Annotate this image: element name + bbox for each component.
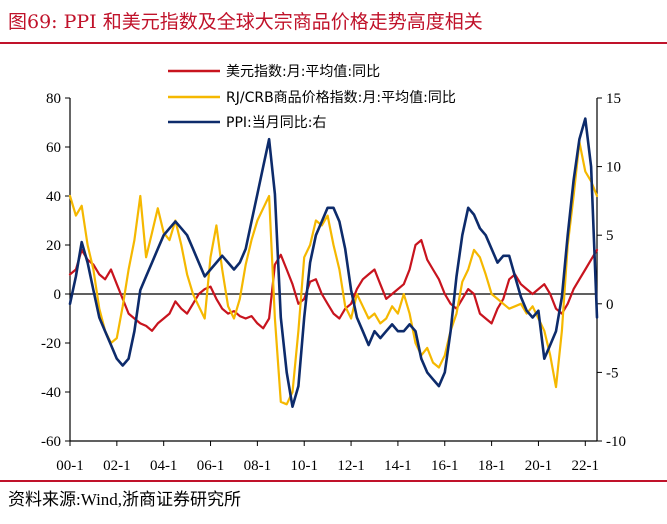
x-tick-label: 02-1 bbox=[103, 458, 131, 474]
x-tick-label: 10-1 bbox=[290, 458, 318, 474]
ppi-yoy-line bbox=[68, 117, 599, 409]
x-tick-label: 20-1 bbox=[525, 458, 553, 474]
x-tick-label: 12-1 bbox=[337, 458, 365, 474]
x-tick-label: 22-1 bbox=[572, 458, 600, 474]
figure-title: 图69: PPI 和美元指数及全球大宗商品价格走势高度相关 bbox=[8, 11, 483, 33]
y-left-tick-label: -60 bbox=[41, 434, 61, 450]
x-tick-label: 00-1 bbox=[56, 458, 84, 474]
x-tick-label: 08-1 bbox=[244, 458, 272, 474]
y-left-tick-label: -20 bbox=[41, 336, 61, 352]
legend-crb-index-label: RJ/CRB商品价格指数:月:平均值:同比 bbox=[226, 90, 456, 106]
y-right-tick-label: 15 bbox=[606, 91, 621, 107]
x-tick-label: 18-1 bbox=[478, 458, 506, 474]
legend-usd-index-label: 美元指数:月:平均值:同比 bbox=[226, 64, 380, 80]
y-right-tick-label: 0 bbox=[606, 297, 614, 313]
y-right-tick-label: -10 bbox=[606, 434, 626, 450]
x-tick-label: 16-1 bbox=[431, 458, 459, 474]
x-tick-label: 06-1 bbox=[197, 458, 225, 474]
y-right-tick-label: 10 bbox=[606, 160, 621, 176]
y-left-tick-label: -40 bbox=[41, 385, 61, 401]
y-right-tick-label: 5 bbox=[606, 228, 614, 244]
source-rule bbox=[0, 480, 667, 482]
legend-ppi-label: PPI:当月同比:右 bbox=[226, 115, 326, 131]
y-left-tick-label: 60 bbox=[46, 140, 61, 156]
y-right-tick-label: -5 bbox=[606, 365, 619, 381]
usd-index-yoy-line bbox=[68, 239, 599, 332]
y-left-tick-label: 0 bbox=[54, 287, 62, 303]
crb-index-yoy-line bbox=[68, 141, 599, 406]
x-tick-label: 04-1 bbox=[150, 458, 178, 474]
source-note: 资料来源:Wind,浙商证券研究所 bbox=[8, 490, 242, 509]
y-left-tick-label: 40 bbox=[46, 189, 61, 205]
x-tick-label: 14-1 bbox=[384, 458, 412, 474]
y-left-tick-label: 80 bbox=[46, 91, 61, 107]
y-left-tick-label: 20 bbox=[46, 238, 61, 254]
title-rule bbox=[0, 42, 667, 44]
